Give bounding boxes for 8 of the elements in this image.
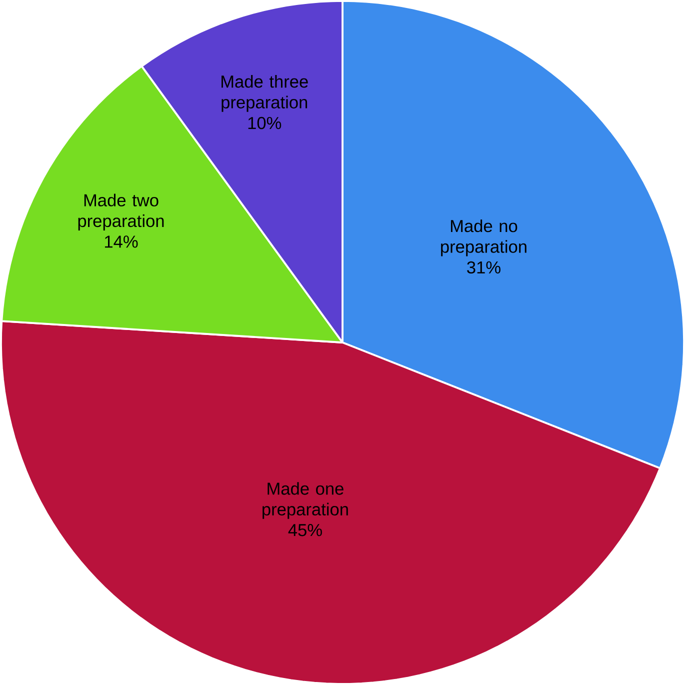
- slice-label: Made three preparation: [222, 75, 308, 112]
- data-label: 10%: [248, 116, 282, 130]
- data-label: 14%: [105, 236, 138, 248]
- slice-label: Made no preparation: [441, 219, 526, 256]
- slice-label: Made two preparation: [78, 194, 164, 231]
- data-label: 45%: [288, 524, 322, 536]
- slice-label: Made one preparation: [262, 482, 348, 519]
- data-label: 31%: [467, 261, 500, 274]
